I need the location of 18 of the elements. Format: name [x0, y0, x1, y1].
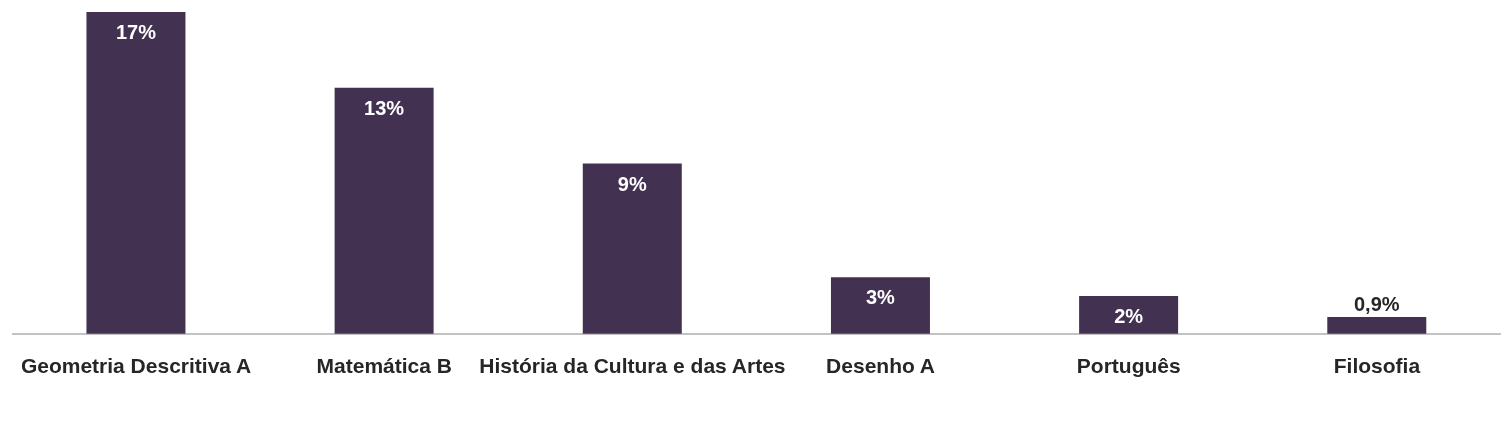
data-label: 13%: [364, 97, 405, 120]
x-tick-label: Português: [1076, 353, 1181, 377]
x-tick-label: Filosofia: [1333, 353, 1421, 377]
x-tick-label: Desenho A: [826, 353, 936, 377]
bar: [582, 163, 682, 334]
x-tick-label: História da Cultura e das Artes: [479, 353, 786, 377]
bar: [1079, 296, 1179, 334]
bar: [830, 277, 930, 334]
x-tick-label: Geometria Descritiva A: [20, 353, 252, 377]
data-label: 9%: [617, 172, 647, 195]
bar: [86, 12, 186, 334]
bar: [334, 87, 434, 334]
x-tick-label: Matemática B: [316, 353, 452, 377]
bar: [1327, 316, 1427, 334]
data-label: 3%: [866, 286, 896, 309]
data-label: 17%: [115, 21, 157, 44]
data-label: 2%: [1114, 305, 1144, 328]
data-label: 0,9%: [1353, 292, 1400, 315]
